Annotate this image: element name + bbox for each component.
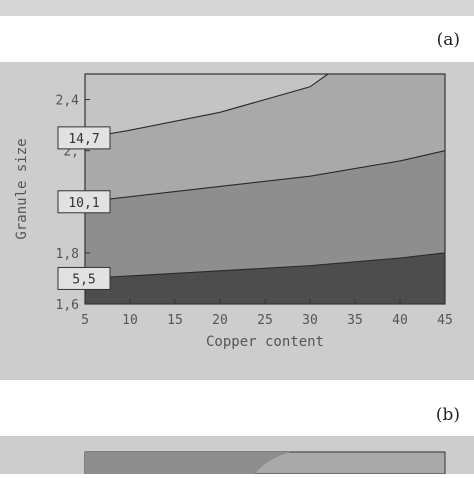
panel-label-a: (a) bbox=[436, 30, 460, 50]
contour-line-3 bbox=[84, 73, 329, 139]
y-axis-title: Granule size bbox=[14, 138, 30, 239]
x-tick-label: 30 bbox=[302, 313, 318, 328]
x-axis-title: Copper content bbox=[206, 334, 324, 350]
x-tick-label: 35 bbox=[347, 313, 363, 328]
contour-label-box-1 bbox=[57, 266, 111, 290]
contour-label-2: 10,1 bbox=[68, 196, 99, 211]
x-tick-label: 45 bbox=[437, 313, 453, 328]
x-tick-label: 10 bbox=[122, 313, 138, 328]
contour-chart-b-partial bbox=[84, 451, 446, 475]
contour-label-3: 14,7 bbox=[68, 132, 99, 147]
y-tick-label: 2,4 bbox=[56, 94, 80, 109]
contour-label-box-3 bbox=[57, 126, 111, 150]
x-tick-label: 20 bbox=[212, 313, 228, 328]
chart-panel-b bbox=[0, 436, 474, 475]
contour-line-1 bbox=[84, 252, 446, 279]
top-band bbox=[0, 0, 474, 16]
region-low bbox=[85, 252, 445, 304]
x-tick-label: 40 bbox=[392, 313, 408, 328]
y-tick-label: 1,6 bbox=[56, 298, 79, 313]
x-tick-label: 5 bbox=[81, 313, 89, 328]
contour-label-1: 5,5 bbox=[72, 272, 95, 287]
contour-line-2 bbox=[84, 150, 446, 203]
panel-label-b: (b) bbox=[435, 405, 460, 425]
panel-b-region bbox=[85, 452, 290, 474]
x-tick-label: 15 bbox=[167, 313, 183, 328]
x-tick-label: 25 bbox=[257, 313, 273, 328]
y-tick-label: 1,8 bbox=[56, 247, 79, 262]
contour-label-box-2 bbox=[57, 190, 111, 214]
